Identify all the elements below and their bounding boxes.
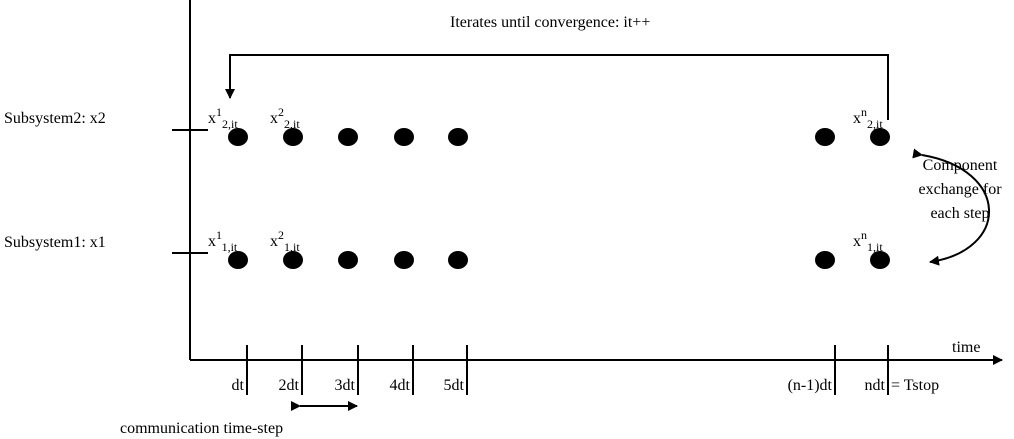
tick-label: dt	[232, 377, 245, 394]
state-dot	[228, 128, 248, 146]
label-base: x	[853, 233, 861, 250]
subsystem-label: Subsystem1: x1	[4, 234, 106, 251]
state-dot	[448, 251, 468, 269]
label-sub: 2,it	[284, 117, 300, 131]
state-label: x12,it	[208, 105, 238, 131]
state-dot	[870, 251, 890, 269]
state-dot	[394, 128, 414, 146]
state-dot	[815, 128, 835, 146]
label-sub: 2,it	[867, 117, 883, 131]
state-label: x22,it	[270, 105, 300, 131]
tick-label: 4dt	[390, 377, 411, 394]
state-dot	[228, 251, 248, 269]
tick-label: ndt	[865, 377, 886, 394]
exchange-label: Component	[923, 157, 998, 174]
iteration-arrow	[225, 54, 889, 120]
label-sup: 2	[278, 105, 284, 119]
label-sup: n	[861, 228, 867, 242]
label-base: x	[853, 110, 861, 127]
label-sub: 2,it	[222, 117, 238, 131]
exchange-label: exchange for	[918, 181, 1002, 198]
state-label: xn1,it	[853, 228, 883, 254]
tick-label: 2dt	[279, 377, 300, 394]
state-dot	[283, 251, 303, 269]
label-sup: 2	[278, 228, 284, 242]
label-base: x	[208, 110, 216, 127]
exchange-arrow	[912, 148, 990, 266]
label-base: x	[208, 233, 216, 250]
tick-label: 3dt	[335, 377, 356, 394]
state-dot	[815, 251, 835, 269]
state-dot	[338, 251, 358, 269]
label-base: x	[270, 233, 278, 250]
state-label: x21,it	[270, 228, 300, 254]
loop-label: Iterates until convergence: it++	[450, 14, 650, 31]
label-sup: 1	[216, 228, 222, 242]
state-label: x11,it	[208, 228, 238, 254]
label-sub: 1,it	[222, 240, 238, 254]
tick-label: 5dt	[444, 377, 465, 394]
state-label: xn2,it	[853, 105, 883, 131]
state-dot	[394, 251, 414, 269]
stop-label: = Tstop	[891, 377, 939, 394]
state-dot	[870, 128, 890, 146]
subsystem-label: Subsystem2: x2	[4, 110, 106, 127]
exchange-label: each step	[930, 205, 989, 222]
label-sup: 1	[216, 105, 222, 119]
label-base: x	[270, 110, 278, 127]
label-sup: n	[861, 105, 867, 119]
label-sub: 1,it	[284, 240, 300, 254]
label-sub: 1,it	[867, 240, 883, 254]
state-dot	[338, 128, 358, 146]
state-dot	[283, 128, 303, 146]
step-label: communication time-step	[120, 420, 283, 437]
state-dot	[448, 128, 468, 146]
time-label: time	[952, 339, 980, 356]
tick-label: (n-1)dt	[788, 377, 833, 394]
